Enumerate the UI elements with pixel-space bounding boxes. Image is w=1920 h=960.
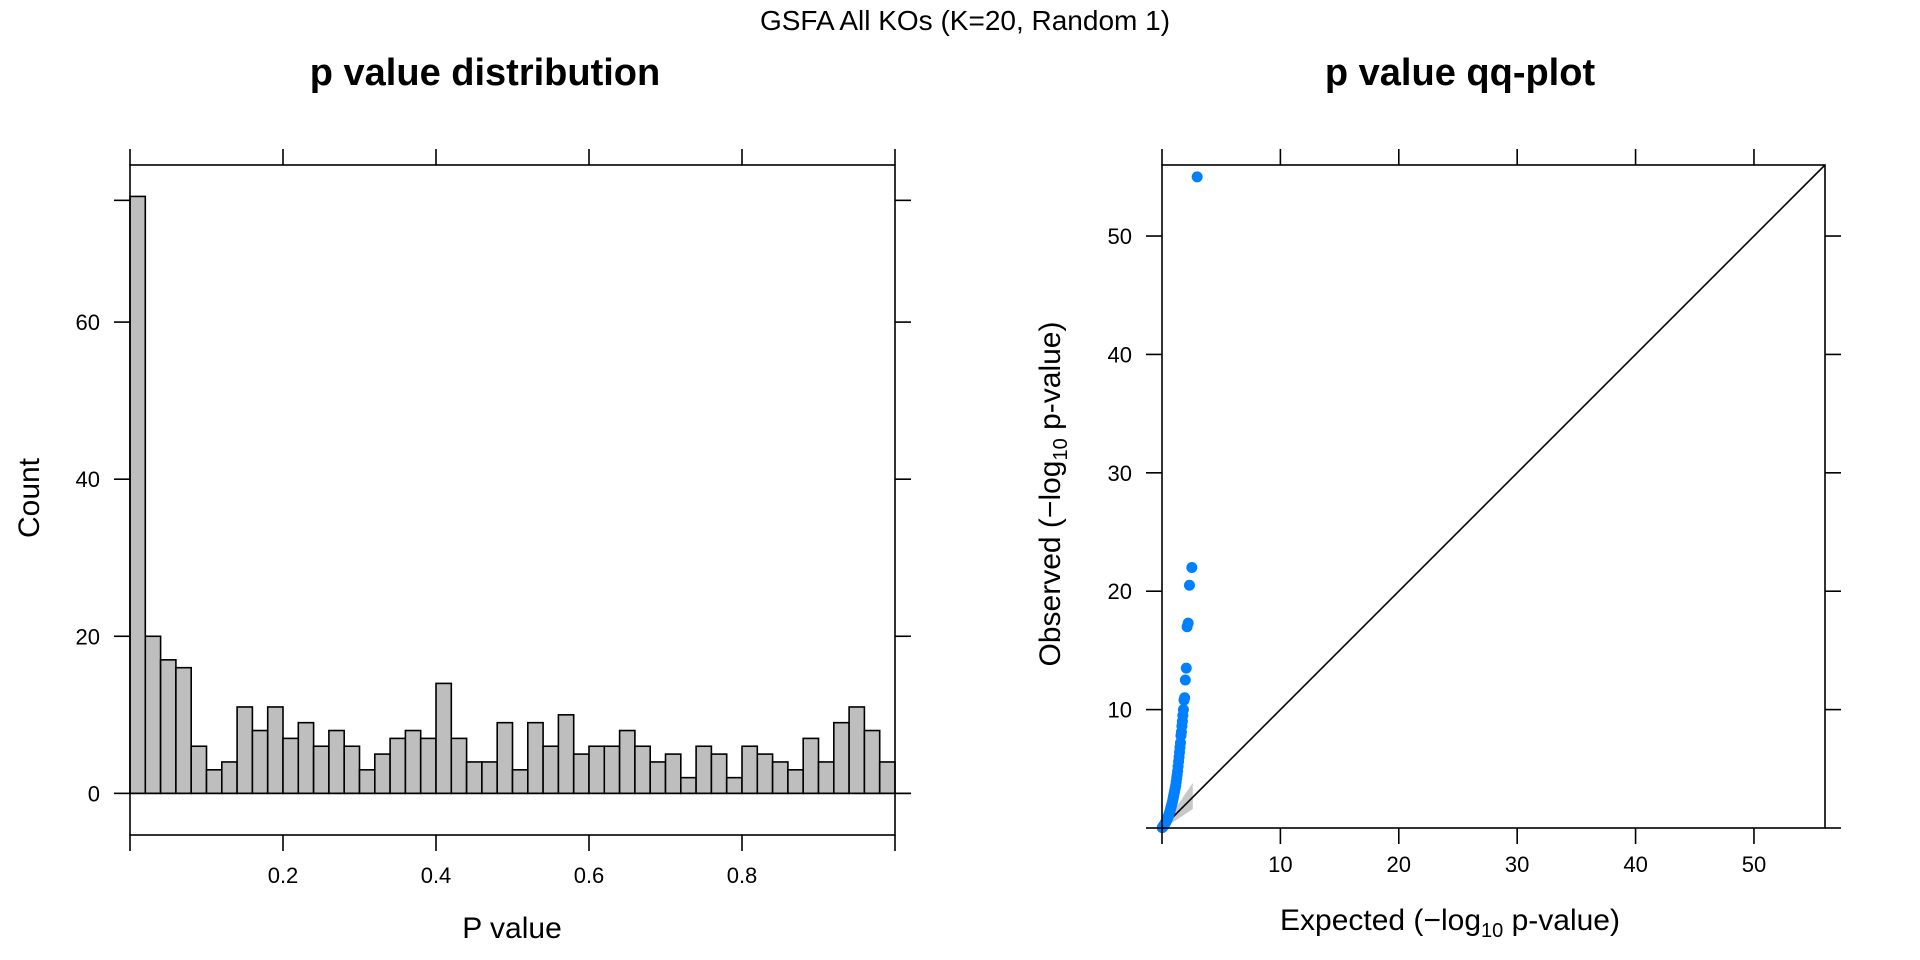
histogram-x-axis-label: P value xyxy=(462,912,562,945)
qq-y-tick-label: 10 xyxy=(1108,698,1132,723)
histogram-bar xyxy=(817,761,835,795)
histogram-bar xyxy=(679,776,697,795)
histogram-x-tick-label: 0.4 xyxy=(421,863,452,888)
qq-y-tick-label: 40 xyxy=(1108,342,1132,367)
histogram-bar xyxy=(343,745,361,795)
qq-point xyxy=(1179,674,1191,686)
histogram-bar xyxy=(175,666,192,795)
histogram-bar xyxy=(863,729,881,795)
histogram-bar xyxy=(725,776,743,795)
histogram-bar xyxy=(771,761,789,795)
histogram-bar xyxy=(312,745,330,795)
qq-x-tick-label: 20 xyxy=(1387,852,1411,877)
histogram-bar xyxy=(373,753,391,795)
qq-x-tick-label: 50 xyxy=(1742,852,1766,877)
histogram-bar xyxy=(481,761,498,795)
histogram-plot-frame xyxy=(129,164,896,836)
histogram-bar xyxy=(695,745,713,795)
qq-y-axis-label: Observed (−log10 p-value) xyxy=(1034,322,1072,667)
histogram-bar xyxy=(832,721,850,795)
histogram-bar xyxy=(190,745,208,795)
qq-point xyxy=(1191,171,1203,183)
qq-y-tick-label: 50 xyxy=(1108,224,1132,249)
histogram-bar xyxy=(588,745,606,795)
qq-x-tick-label: 30 xyxy=(1505,852,1529,877)
histogram-bar xyxy=(419,737,437,795)
histogram-bar xyxy=(496,721,514,795)
histogram-bar xyxy=(358,769,376,795)
qq-plot-panel: p value qq-plot 10 20 30 40 50 10 20 30 40 50 Exp… xyxy=(1034,52,1841,942)
histogram-bar xyxy=(389,737,407,795)
histogram-bar xyxy=(159,659,177,795)
histogram-bar xyxy=(572,753,590,795)
histogram-bars xyxy=(129,195,896,795)
qq-x-tick-label: 10 xyxy=(1268,852,1292,877)
histogram-bar xyxy=(450,737,468,795)
histogram-panel: p value distribution 0.2 0.4 0.6 0.8 0 20 40 60… xyxy=(13,52,911,945)
histogram-y-tick-label: 20 xyxy=(76,624,100,649)
qq-plot-frame xyxy=(1161,164,1826,829)
qq-point xyxy=(1183,579,1195,591)
histogram-y-tick-label: 60 xyxy=(76,310,100,335)
qq-diagonal-line xyxy=(1161,164,1826,829)
histogram-bar xyxy=(221,761,238,795)
histogram-bar xyxy=(710,753,728,795)
histogram-bar xyxy=(603,745,621,795)
histogram-bar xyxy=(236,706,254,795)
qq-point xyxy=(1186,562,1198,574)
histogram-bar xyxy=(205,769,223,795)
histogram-bar xyxy=(557,714,575,795)
histogram-bar xyxy=(878,761,896,795)
histogram-bar xyxy=(848,706,866,795)
histogram-bar xyxy=(251,729,269,795)
histogram-bar xyxy=(649,761,667,795)
histogram-x-tick-label: 0.8 xyxy=(727,863,758,888)
qq-y-tick-label: 20 xyxy=(1108,579,1132,604)
qq-y-tick-label: 30 xyxy=(1108,461,1132,486)
histogram-x-tick-label: 0.6 xyxy=(574,863,605,888)
histogram-bar xyxy=(802,737,820,795)
qq-reference-line xyxy=(1161,164,1826,829)
histogram-bar xyxy=(328,729,345,795)
histogram-x-tick-label: 0.2 xyxy=(268,863,299,888)
histogram-bar xyxy=(542,745,560,795)
histogram-bar xyxy=(741,745,759,795)
histogram-axes: 0.2 0.4 0.6 0.8 0 20 40 60 xyxy=(76,149,911,888)
histogram-bar xyxy=(404,729,422,795)
qq-points xyxy=(1156,171,1203,834)
histogram-bar xyxy=(297,721,315,795)
histogram-bar xyxy=(526,721,544,795)
histogram-bar xyxy=(144,635,162,795)
histogram-bar xyxy=(756,753,774,795)
histogram-bar xyxy=(511,769,529,795)
histogram-bar xyxy=(282,737,300,795)
histogram-bar xyxy=(618,729,636,795)
histogram-y-axis-label: Count xyxy=(13,457,46,538)
histogram-bar xyxy=(435,682,453,795)
qq-point xyxy=(1181,621,1193,633)
qq-point xyxy=(1180,662,1192,674)
qq-x-axis-label: Expected (−log10 p-value) xyxy=(1280,904,1620,942)
histogram-bar xyxy=(664,753,682,795)
qq-point xyxy=(1178,694,1190,706)
histogram-y-tick-label: 0 xyxy=(88,781,100,806)
qq-axes: 10 20 30 40 50 10 20 30 40 50 xyxy=(1108,149,1841,877)
qq-x-tick-label: 40 xyxy=(1623,852,1647,877)
qq-plot-title: p value qq-plot xyxy=(1325,52,1596,94)
histogram-bar xyxy=(634,745,652,795)
histogram-title: p value distribution xyxy=(310,52,660,94)
histogram-bar xyxy=(266,706,284,795)
figure-suptitle: GSFA All KOs (K=20, Random 1) xyxy=(760,5,1170,36)
histogram-bar xyxy=(787,769,805,795)
histogram-y-tick-label: 40 xyxy=(76,467,100,492)
histogram-bar xyxy=(465,761,483,795)
histogram-bar xyxy=(129,195,147,795)
